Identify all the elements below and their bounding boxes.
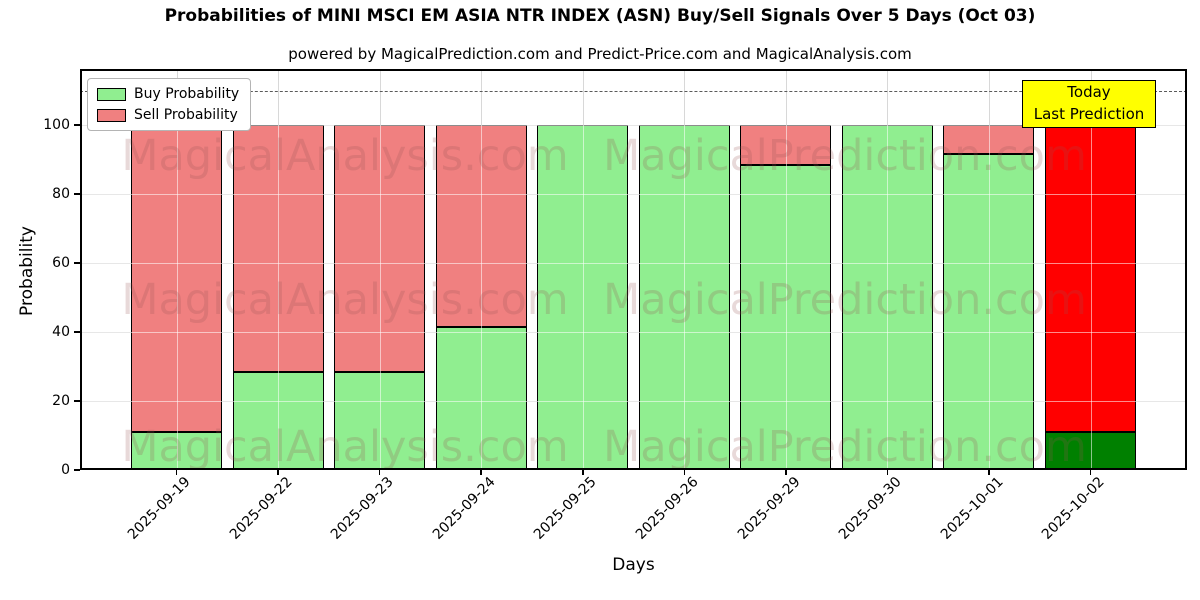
legend-item-buy: Buy Probability	[97, 86, 239, 102]
v-gridline-overlay	[887, 69, 889, 470]
watermark: MagicalAnalysis.com	[121, 275, 569, 325]
x-tick-mark	[785, 470, 787, 475]
y-tick-mark	[74, 469, 80, 471]
x-tick-mark	[886, 470, 889, 475]
today-annotation: Today Last Prediction	[1022, 80, 1156, 128]
x-tick-mark	[480, 470, 482, 475]
x-tick-mark	[1089, 470, 1092, 475]
h-gridline-overlay	[80, 263, 1187, 264]
axis-spine-right	[1185, 69, 1187, 470]
v-gridline-overlay	[176, 69, 178, 470]
v-gridline-overlay	[684, 69, 686, 470]
watermark: MagicalAnalysis.com	[121, 131, 569, 181]
y-tick-label: 20	[52, 393, 70, 409]
x-tick-label: 2025-09-24	[429, 474, 499, 543]
x-tick-label: 2025-09-30	[835, 474, 905, 543]
legend-item-sell: Sell Probability	[97, 107, 239, 123]
watermark: MagicalPrediction.com	[603, 131, 1087, 181]
watermark: MagicalAnalysis.com	[121, 422, 569, 472]
v-gridline-overlay	[379, 69, 381, 470]
v-gridline-overlay	[278, 69, 280, 470]
annotation-line-2: Last Prediction	[1033, 105, 1145, 123]
h-gridline-overlay	[80, 332, 1187, 333]
x-tick-mark	[175, 470, 178, 475]
annotation-line-1: Today	[1067, 83, 1111, 102]
watermark: MagicalPrediction.com	[603, 422, 1087, 472]
y-tick-mark	[74, 124, 80, 126]
axis-spine-top	[80, 69, 1187, 71]
h-gridline-overlay	[80, 401, 1187, 402]
y-tick-label: 100	[43, 117, 70, 133]
legend-swatch-buy	[97, 87, 126, 101]
y-tick-mark	[74, 331, 80, 333]
watermark: MagicalPrediction.com	[603, 275, 1087, 325]
x-tick-label: 2025-09-22	[226, 474, 296, 543]
x-tick-label: 2025-09-19	[124, 474, 194, 543]
axis-spine-left	[80, 69, 82, 470]
v-gridline-overlay	[988, 69, 990, 470]
legend-label-sell: Sell Probability	[134, 107, 238, 123]
x-tick-mark	[988, 470, 990, 475]
x-axis-label: Days	[612, 555, 655, 575]
legend-label-buy: Buy Probability	[134, 86, 240, 102]
y-tick-label: 40	[52, 324, 70, 340]
y-tick-label: 0	[61, 462, 70, 478]
y-tick-mark	[74, 262, 80, 264]
legend: Buy Probability Sell Probability	[87, 78, 252, 131]
chart-subtitle: powered by MagicalPrediction.com and Pre…	[288, 45, 912, 63]
x-tick-mark	[581, 470, 584, 475]
y-tick-label: 60	[52, 255, 70, 271]
y-tick-mark	[74, 193, 80, 195]
axis-spine-bottom	[80, 468, 1187, 470]
v-gridline-overlay	[582, 69, 584, 470]
v-gridline-overlay	[481, 69, 483, 470]
x-tick-mark	[277, 470, 279, 475]
x-tick-label: 2025-09-23	[328, 474, 397, 543]
x-tick-label: 2025-09-29	[734, 474, 804, 543]
chart-title: Probabilities of MINI MSCI EM ASIA NTR I…	[164, 6, 1036, 26]
x-tick-label: 2025-09-25	[531, 474, 601, 543]
x-tick-mark	[683, 470, 686, 475]
h-gridline-overlay	[80, 125, 1187, 126]
h-gridline-overlay	[80, 194, 1187, 195]
dashed-threshold-line	[80, 90, 1187, 92]
y-axis-label: Probability	[17, 226, 37, 316]
plot-area: Buy Probability Sell Probability Today L…	[43, 69, 1187, 543]
x-tick-mark	[378, 470, 381, 475]
v-gridline-overlay	[1090, 69, 1092, 470]
y-tick-label: 80	[52, 186, 70, 202]
x-tick-label: 2025-10-01	[937, 474, 1007, 543]
y-tick-mark	[74, 400, 80, 402]
x-tick-label: 2025-10-02	[1039, 474, 1108, 543]
x-tick-label: 2025-09-26	[632, 474, 702, 543]
v-gridline-overlay	[785, 69, 787, 470]
legend-swatch-sell	[97, 108, 126, 122]
